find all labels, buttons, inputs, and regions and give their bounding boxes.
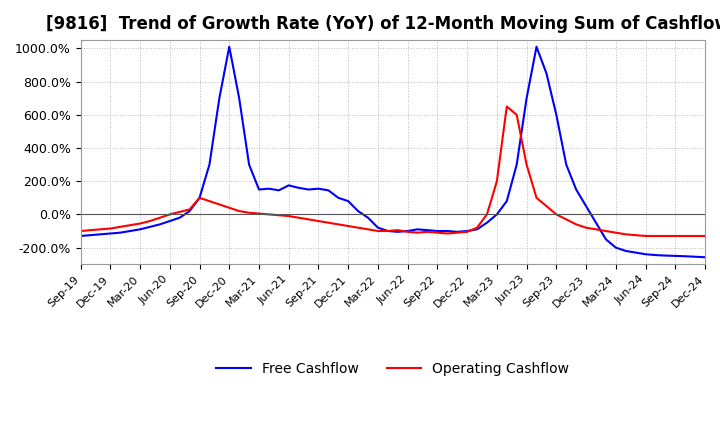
Operating Cashflow xyxy=(642,233,650,238)
Operating Cashflow xyxy=(156,215,164,220)
Line: Free Cashflow: Free Cashflow xyxy=(81,47,705,257)
Free Cashflow xyxy=(492,212,501,217)
Free Cashflow xyxy=(156,222,164,227)
Operating Cashflow xyxy=(482,212,491,217)
Operating Cashflow xyxy=(384,228,392,234)
Title: [9816]  Trend of Growth Rate (YoY) of 12-Month Moving Sum of Cashflows: [9816] Trend of Growth Rate (YoY) of 12-… xyxy=(46,15,720,33)
Free Cashflow xyxy=(225,44,233,49)
Operating Cashflow xyxy=(503,104,511,109)
Operating Cashflow xyxy=(423,229,432,235)
Operating Cashflow xyxy=(701,233,709,238)
Free Cashflow xyxy=(482,220,491,225)
Free Cashflow xyxy=(344,198,353,204)
Operating Cashflow xyxy=(76,228,85,234)
Line: Operating Cashflow: Operating Cashflow xyxy=(81,106,705,236)
Free Cashflow xyxy=(393,229,402,235)
Free Cashflow xyxy=(701,255,709,260)
Free Cashflow xyxy=(433,228,441,234)
Operating Cashflow xyxy=(334,222,343,227)
Operating Cashflow xyxy=(473,225,482,230)
Free Cashflow xyxy=(76,233,85,238)
Legend: Free Cashflow, Operating Cashflow: Free Cashflow, Operating Cashflow xyxy=(210,356,575,381)
